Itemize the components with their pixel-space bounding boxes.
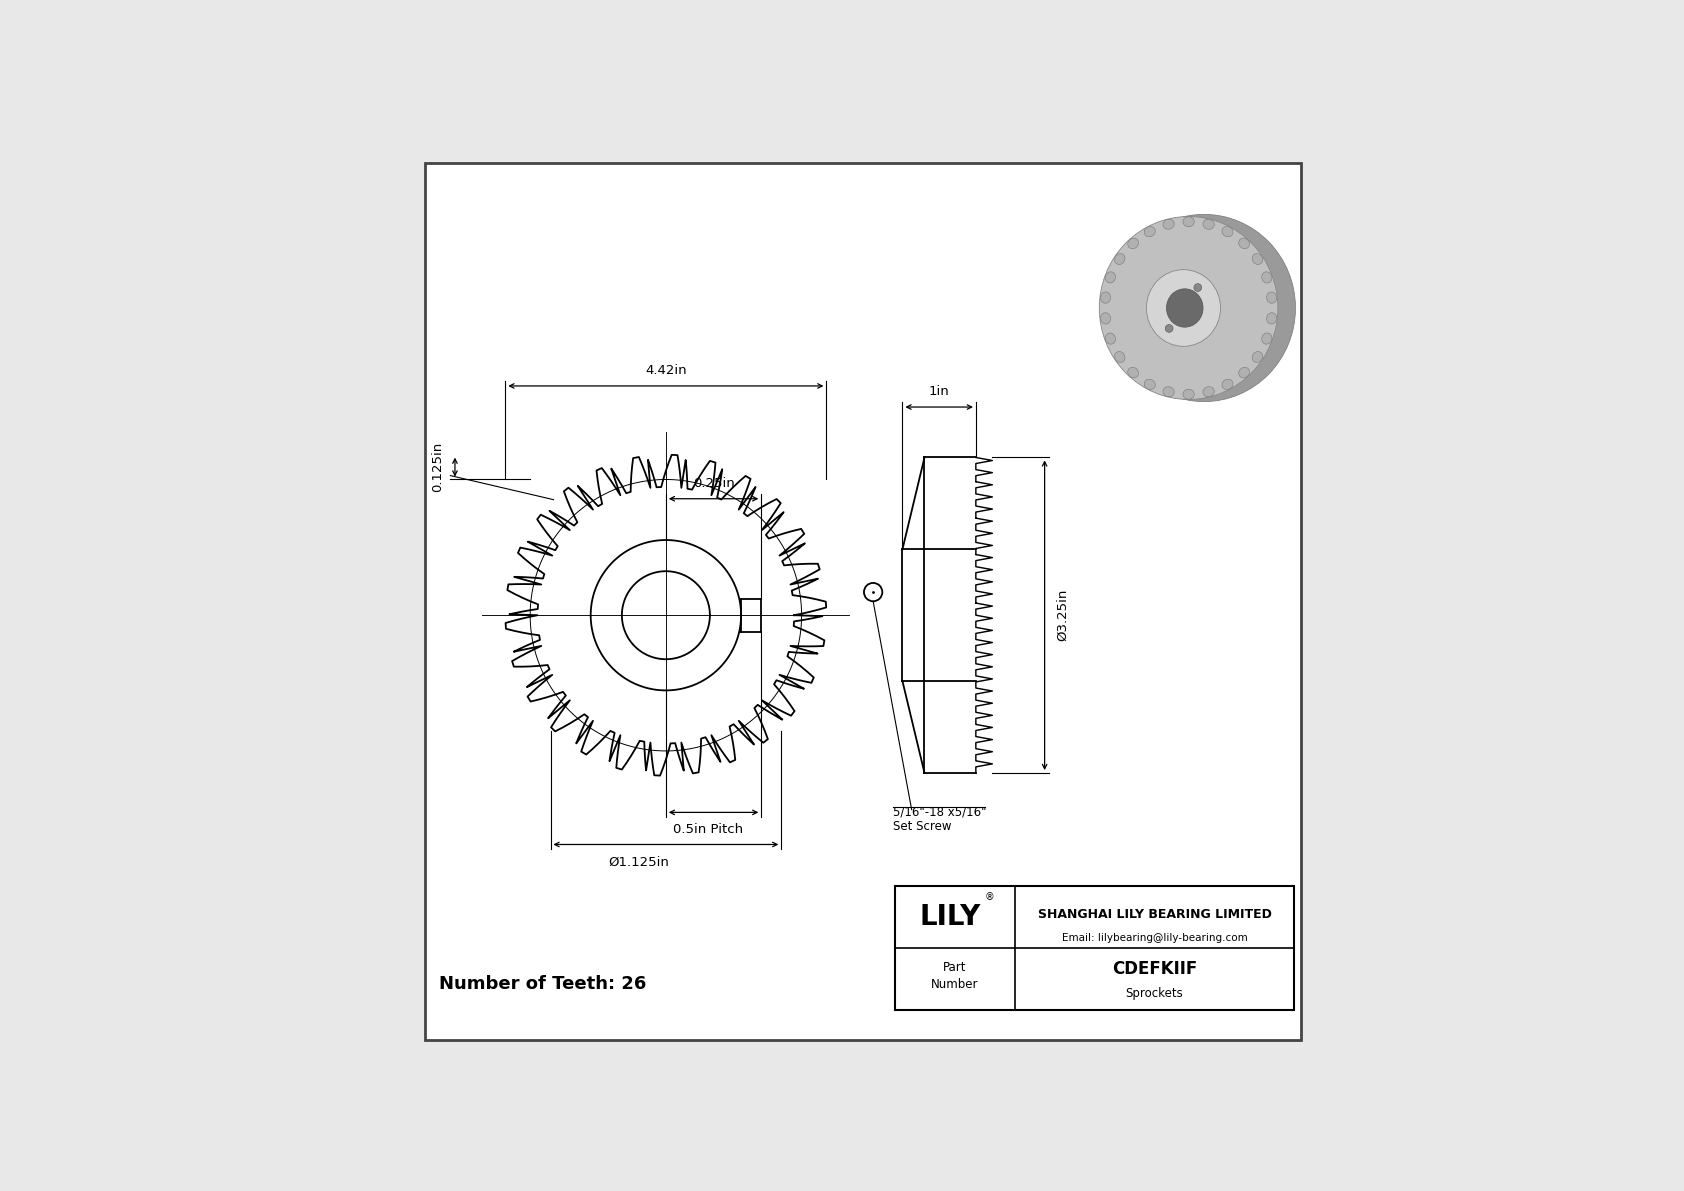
Ellipse shape	[1128, 367, 1138, 378]
Circle shape	[1165, 324, 1174, 332]
Ellipse shape	[1182, 389, 1194, 399]
Ellipse shape	[1143, 379, 1155, 389]
Ellipse shape	[1115, 254, 1125, 264]
Text: 4.42in: 4.42in	[645, 363, 687, 376]
Ellipse shape	[1105, 272, 1115, 283]
Ellipse shape	[1261, 272, 1271, 283]
Ellipse shape	[1113, 214, 1295, 401]
Ellipse shape	[1101, 313, 1111, 324]
Text: ®: ®	[985, 892, 994, 902]
Ellipse shape	[1143, 226, 1155, 237]
Ellipse shape	[1202, 219, 1214, 230]
Ellipse shape	[1101, 292, 1111, 304]
Ellipse shape	[1239, 238, 1250, 249]
Ellipse shape	[1100, 217, 1278, 399]
Text: 1in: 1in	[930, 385, 950, 398]
Ellipse shape	[1266, 313, 1276, 324]
Ellipse shape	[1253, 351, 1263, 362]
Text: 0.125in: 0.125in	[431, 442, 445, 492]
Text: Part
Number: Part Number	[931, 961, 978, 991]
Ellipse shape	[1182, 217, 1194, 226]
Ellipse shape	[1164, 219, 1174, 230]
Text: Sprockets: Sprockets	[1125, 987, 1184, 1000]
Text: 5/16"-18 x5/16"
Set Screw: 5/16"-18 x5/16" Set Screw	[893, 805, 987, 833]
Ellipse shape	[1128, 238, 1138, 249]
Ellipse shape	[1164, 387, 1174, 397]
Ellipse shape	[1253, 254, 1263, 264]
Ellipse shape	[1223, 226, 1233, 237]
Ellipse shape	[1223, 379, 1233, 389]
Ellipse shape	[1239, 367, 1250, 378]
Text: Number of Teeth: 26: Number of Teeth: 26	[440, 975, 647, 993]
Text: 0.25in: 0.25in	[692, 476, 734, 490]
Text: CDEFKIIF: CDEFKIIF	[1111, 960, 1197, 978]
Text: Ø3.25in: Ø3.25in	[1056, 590, 1069, 642]
Circle shape	[1194, 283, 1202, 292]
Bar	[896, 886, 1293, 1010]
Ellipse shape	[1105, 333, 1115, 344]
Text: Email: lilybearing@lily-bearing.com: Email: lilybearing@lily-bearing.com	[1061, 933, 1248, 943]
Ellipse shape	[1266, 292, 1276, 304]
Ellipse shape	[1167, 289, 1202, 328]
Ellipse shape	[1147, 269, 1221, 347]
Text: 0.5in Pitch: 0.5in Pitch	[674, 823, 743, 836]
Ellipse shape	[1202, 387, 1214, 397]
Ellipse shape	[1261, 333, 1271, 344]
Text: Ø1.125in: Ø1.125in	[608, 855, 669, 868]
Text: LILY: LILY	[919, 903, 982, 930]
Text: SHANGHAI LILY BEARING LIMITED: SHANGHAI LILY BEARING LIMITED	[1037, 908, 1271, 921]
Ellipse shape	[1115, 351, 1125, 362]
